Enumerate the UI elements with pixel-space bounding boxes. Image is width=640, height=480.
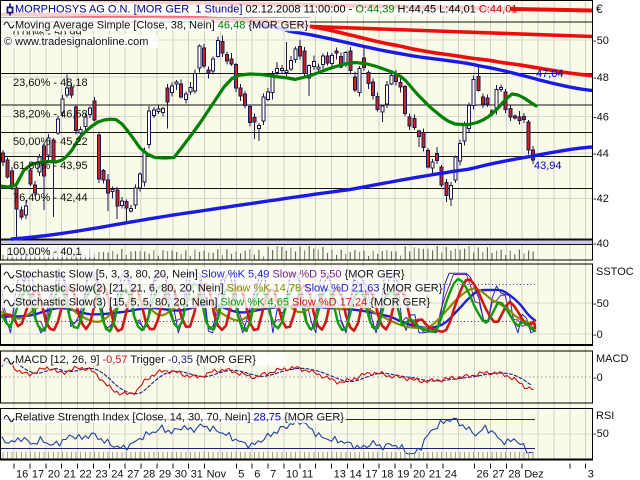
svg-text:-48: -48	[593, 72, 609, 84]
svg-text:19: 19	[397, 469, 409, 480]
svg-text:31: 31	[191, 469, 203, 480]
svg-text:MORPHOSYS AG O.N. [MOR GER 1: MORPHOSYS AG O.N. [MOR GER 1 Stunde] 02.…	[15, 4, 517, 16]
svg-text:21: 21	[429, 469, 441, 480]
svg-text:20: 20	[413, 469, 425, 480]
svg-text:-0: -0	[593, 329, 603, 341]
svg-text:Stochastic Slow [5, 3, 3, 80,: Stochastic Slow [5, 3, 3, 80, 20, Nein] …	[15, 269, 405, 281]
svg-text:7: 7	[270, 469, 276, 480]
svg-text:-44: -44	[593, 148, 609, 160]
svg-text:76,40% - 42,44: 76,40% - 42,44	[13, 192, 88, 204]
svg-text:24: 24	[445, 469, 457, 480]
svg-text:61,80% - 43,95: 61,80% - 43,95	[13, 160, 88, 172]
svg-text:3: 3	[588, 469, 594, 480]
svg-text:Moving Average Simple [Close,: Moving Average Simple [Close, 38, Nein] …	[15, 20, 309, 32]
svg-text:MACD: MACD	[596, 353, 628, 365]
svg-text:30: 30	[175, 469, 187, 480]
svg-text:10: 10	[286, 469, 298, 480]
svg-text:-42: -42	[593, 193, 609, 205]
svg-text:-40: -40	[593, 238, 609, 250]
svg-text:29: 29	[159, 469, 171, 480]
svg-text:17: 17	[32, 469, 44, 480]
svg-text:24: 24	[111, 469, 123, 480]
svg-text:100,00% - 40,1: 100,00% - 40,1	[7, 246, 82, 258]
svg-text:Nov: Nov	[207, 469, 227, 480]
svg-text:17: 17	[365, 469, 377, 480]
svg-text:© www.tradesignalonline.com: © www.tradesignalonline.com	[4, 36, 148, 48]
svg-text:SSTOC: SSTOC	[596, 266, 634, 278]
svg-text:-50: -50	[593, 298, 609, 310]
svg-text:16: 16	[16, 469, 28, 480]
svg-text:43,94: 43,94	[534, 160, 562, 172]
svg-text:21: 21	[64, 469, 76, 480]
svg-text:20: 20	[48, 469, 60, 480]
svg-text:47,04: 47,04	[536, 68, 564, 80]
svg-text:50,00% - 45,22: 50,00% - 45,22	[13, 136, 88, 148]
svg-text:6: 6	[254, 469, 260, 480]
svg-text:22: 22	[80, 469, 92, 480]
svg-text:-50: -50	[593, 428, 609, 440]
svg-text:RSI: RSI	[596, 410, 614, 422]
svg-text:13: 13	[334, 469, 346, 480]
svg-text:Stochastic Slow(2) [21, 21, 6,: Stochastic Slow(2) [21, 21, 6, 80, 20, N…	[15, 283, 443, 295]
svg-text:27: 27	[127, 469, 139, 480]
svg-text:38,20% - 46,58: 38,20% - 46,58	[13, 109, 88, 121]
svg-text:18: 18	[381, 469, 393, 480]
svg-text:28: 28	[143, 469, 155, 480]
svg-text:11: 11	[302, 469, 313, 480]
svg-text:MACD [12, 26, 9] -0,57 Trigger: MACD [12, 26, 9] -0,57 Trigger -0,35 {MO…	[15, 354, 256, 366]
svg-text:-0: -0	[593, 372, 603, 384]
svg-text:28: 28	[508, 469, 520, 480]
svg-text:23,60% - 48,18: 23,60% - 48,18	[13, 77, 88, 89]
svg-text:26: 26	[477, 469, 489, 480]
svg-text:Stochastic Slow(3) [15, 5, 5,: Stochastic Slow(3) [15, 5, 5, 80, 20, Ne…	[15, 297, 431, 309]
svg-text:-50: -50	[593, 35, 609, 47]
svg-text:27: 27	[492, 469, 504, 480]
svg-text:Dez: Dez	[524, 469, 544, 480]
svg-text:5: 5	[238, 469, 244, 480]
svg-text:-46: -46	[593, 112, 609, 124]
svg-text:14: 14	[350, 469, 362, 480]
svg-text:Relative Strength Index [Close: Relative Strength Index [Close, 14, 30, …	[15, 412, 344, 424]
svg-text:€: €	[596, 2, 603, 16]
svg-text:23: 23	[95, 469, 107, 480]
